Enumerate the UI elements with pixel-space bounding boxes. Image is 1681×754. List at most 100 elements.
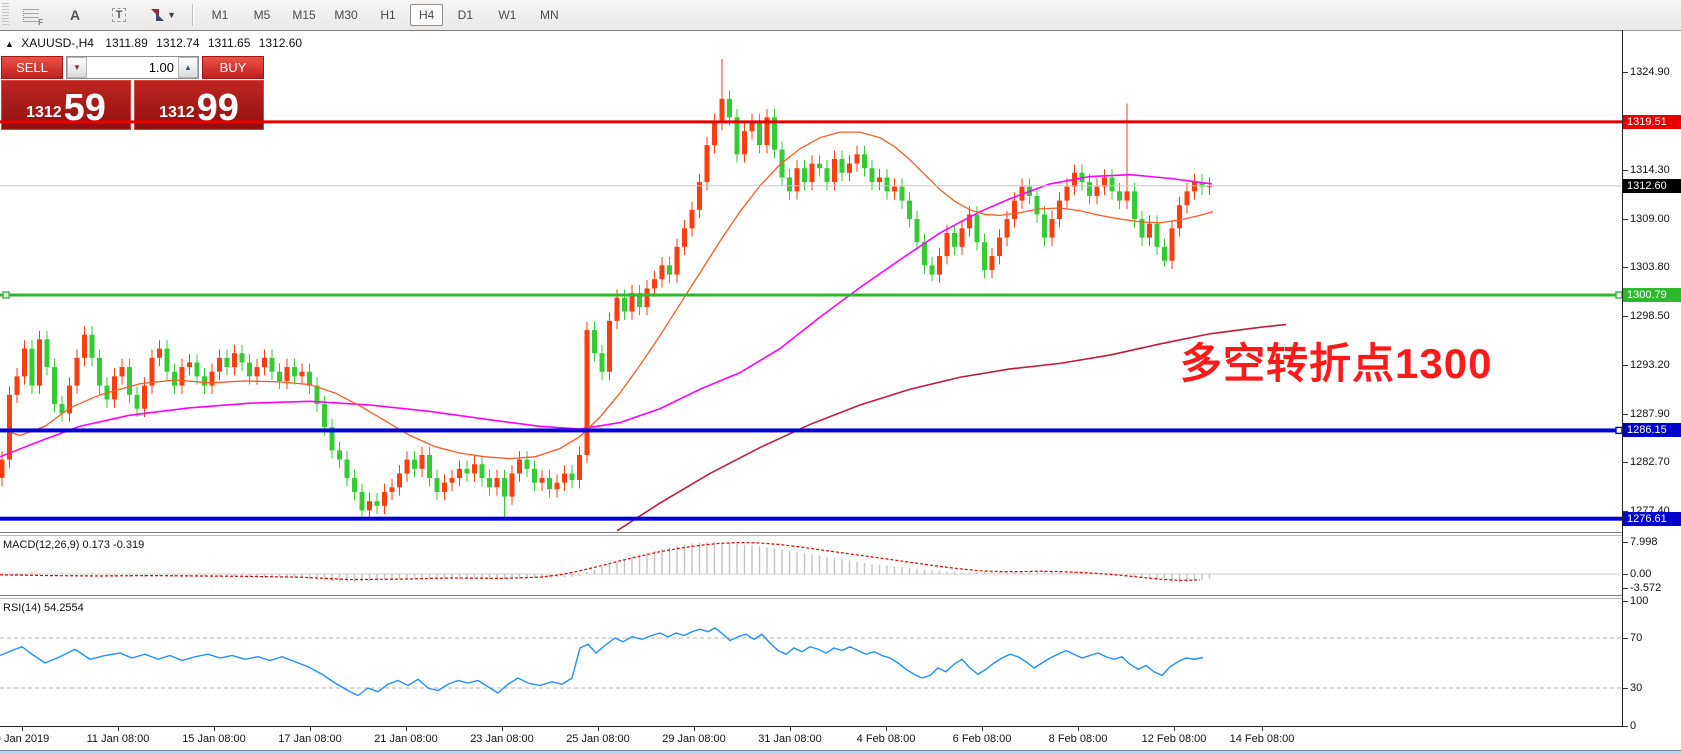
sell-price-pips: 59 [63,87,106,129]
price-axis-tick [1623,72,1628,73]
ohlc-open: 1311.89 [105,36,148,50]
date-axis-tick [502,727,503,731]
date-axis-tick [310,727,311,731]
chart-text-annotation[interactable]: 多空转折点1300 [1180,340,1493,387]
date-axis-label: 9 Jan 2019 [0,733,50,745]
macd-panel-separator[interactable] [0,532,1622,533]
macd-panel-separator-inner [0,535,1622,536]
price-badge-1286.15: 1286.15 [1623,423,1681,438]
volume-stepper: ▼ ▲ [66,56,199,79]
date-axis-label: 4 Feb 08:00 [856,733,916,745]
buy-price-main: 1312 [159,104,195,121]
toolbar-grip[interactable] [2,3,9,27]
rsi-axis-tick [1623,725,1628,727]
volume-increase-button[interactable]: ▲ [178,57,198,78]
date-axis-label: 8 Feb 08:00 [1048,733,1108,745]
volume-input[interactable] [87,57,178,78]
date-axis-label: 6 Feb 08:00 [952,733,1012,745]
price-axis-label: 1293.20 [1630,359,1670,372]
ohlc-close: 1312.60 [258,36,303,50]
price-badge-1276.61: 1276.61 [1623,511,1681,526]
timeframe-button-D1[interactable]: D1 [457,8,474,22]
price-axis-label: 1298.50 [1630,310,1670,323]
chart-top-border [0,30,1622,31]
price-axis-label: 1314.30 [1630,164,1670,177]
rsi-axis-label: 0 [1630,719,1637,732]
macd-axis-label: -3.572 [1630,582,1662,595]
date-axis-tick [1174,727,1175,731]
fibonacci-tool-button[interactable]: F [10,4,52,27]
macd-axis-label: 0.00 [1630,568,1652,580]
volume-decrease-button[interactable]: ▼ [67,57,87,78]
timeframe-button-M5[interactable]: M5 [253,8,271,22]
price-axis-tick [1623,219,1628,221]
timeframe-button-M1[interactable]: M1 [211,8,229,22]
buy-price-pips: 99 [196,87,239,129]
window-bottom-edge [0,750,1681,754]
timeframe-button-M30[interactable]: M30 [334,8,358,22]
date-axis-tick [214,727,215,731]
date-axis-label: 29 Jan 08:00 [662,733,726,745]
price-axis-tick [1623,170,1628,172]
timeframe-button-W1[interactable]: W1 [498,8,517,22]
rsi-panel-separator-inner [0,598,1622,599]
ohlc-low: 1311.65 [207,36,251,50]
rsi-axis-label: 100 [1630,594,1649,607]
fibonacci-icon: F [23,8,43,27]
date-axis-tick [1262,727,1263,731]
timeframe-button-H4[interactable]: H4 [410,4,444,26]
date-axis-label: 14 Feb 08:00 [1229,733,1295,745]
macd-axis-label: 7.998 [1630,536,1658,549]
timeframe-button-MN[interactable]: MN [540,8,559,22]
price-axis-label: 1303.80 [1630,261,1670,274]
date-axis-tick [886,727,887,731]
price-badge-1319.51: 1319.51 [1623,114,1681,129]
date-axis-label: 21 Jan 08:00 [374,733,438,745]
date-axis-tick [598,727,599,731]
date-axis[interactable]: 9 Jan 2019 11 Jan 08:00 15 Jan 08:00 17 Jan… [0,727,1681,750]
buy-button[interactable]: BUY [202,56,264,79]
price-axis-tick [1623,414,1628,416]
date-axis-label: 31 Jan 08:00 [758,733,822,745]
price-axis-label: 1282.70 [1630,456,1670,469]
price-axis-tick [1623,365,1628,367]
symbol-ohlc-bar: ▲ XAUUSD-,H4 1311.89 1312.74 1311.65 131… [5,36,302,50]
date-axis-label: 15 Jan 08:00 [182,733,246,745]
symbol-period-label: XAUUSD-,H4 [21,36,94,50]
price-badge-1300.79: 1300.79 [1623,288,1681,303]
price-axis-tick [1623,316,1628,318]
date-axis-tick [1078,727,1079,731]
trendline-handle [2,291,10,299]
sell-price-box[interactable]: 1312 59 [1,80,131,130]
rsi-axis-tick [1623,600,1628,602]
rsi-label: RSI(14) 54.2554 [3,602,84,614]
toolbar: F A T ▼ M1 M5 M15 M30 H1 H4 D1 W1 MN [0,0,1681,31]
macd-axis-tick [1623,574,1628,575]
ohlc-high: 1312.74 [156,36,200,50]
rsi-axis-label: 30 [1630,682,1643,694]
timeframe-bar: M1 M5 M15 M30 H1 H4 D1 W1 MN [199,4,570,26]
text-tool-button[interactable]: A [54,4,96,26]
timeframe-button-H1[interactable]: H1 [380,8,396,22]
buy-price-box[interactable]: 1312 99 [134,80,264,130]
macd-label: MACD(12,26,9) 0.173 -0.319 [3,539,145,551]
arrows-tool-button[interactable]: ▼ [142,4,184,26]
price-axis-label: 1324.90 [1630,66,1670,78]
date-axis-label: 11 Jan 08:00 [86,733,150,745]
macd-axis-tick [1623,542,1628,544]
date-axis-tick [118,727,119,731]
toolbar-separator [192,4,194,26]
date-axis-tick [982,727,983,731]
timeframe-button-M15[interactable]: M15 [292,8,316,22]
price-axis-label: 1287.90 [1630,408,1670,421]
date-axis-label: 25 Jan 08:00 [566,733,630,745]
date-axis-tick [790,727,791,731]
arrows-icon [150,8,165,22]
label-tool-button[interactable]: T [98,4,140,26]
rsi-panel-separator[interactable] [0,595,1622,596]
rsi-axis-label: 70 [1630,632,1643,644]
price-axis-line [1622,30,1623,751]
sell-button[interactable]: SELL [1,56,63,79]
sell-price-main: 1312 [26,104,62,121]
